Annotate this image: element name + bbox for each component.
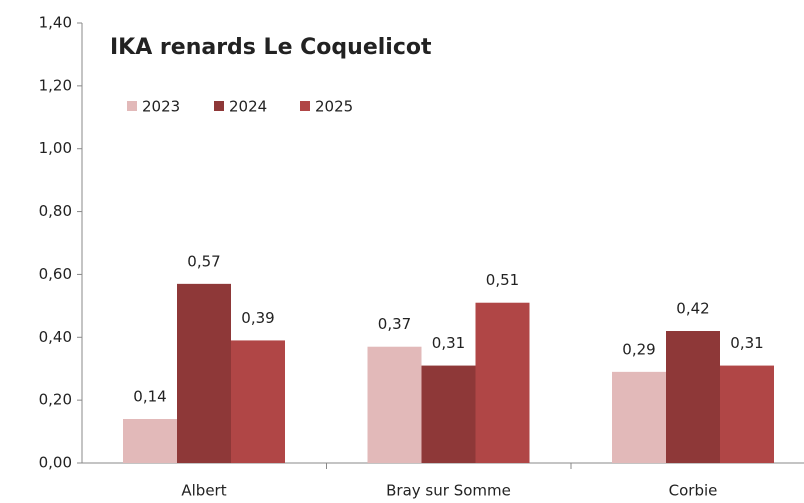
- y-tick-label: 0,60: [39, 265, 72, 283]
- legend-label: 2025: [315, 98, 353, 116]
- x-tick-label: Bray sur Somme: [386, 482, 511, 500]
- legend-swatch: [300, 101, 310, 111]
- x-tick-label: Corbie: [669, 482, 718, 500]
- data-label: 0,51: [486, 271, 519, 289]
- y-tick-label: 1,00: [39, 139, 72, 157]
- bar: [421, 365, 476, 463]
- data-label: 0,57: [187, 252, 220, 270]
- bar: [475, 302, 530, 463]
- data-label: 0,31: [730, 334, 763, 352]
- legend-swatch: [127, 101, 137, 111]
- x-tick-label: Albert: [181, 482, 226, 500]
- y-tick-label: 0,80: [39, 202, 72, 220]
- y-tick-label: 0,00: [39, 454, 72, 472]
- legend-label: 2024: [229, 98, 267, 116]
- data-label: 0,31: [432, 334, 465, 352]
- y-tick-label: 1,20: [39, 76, 72, 94]
- data-label: 0,42: [676, 300, 709, 318]
- bar: [231, 340, 285, 463]
- chart-title: IKA renards Le Coquelicot: [110, 35, 432, 60]
- y-tick-label: 1,40: [39, 14, 72, 32]
- legend-swatch: [214, 101, 224, 111]
- bar: [612, 371, 666, 463]
- bar: [720, 365, 774, 463]
- data-label: 0,29: [622, 340, 655, 358]
- legend-label: 2023: [142, 98, 180, 116]
- data-label: 0,14: [133, 388, 166, 406]
- bar: [367, 346, 422, 463]
- y-tick-label: 0,40: [39, 328, 72, 346]
- bar: [123, 419, 177, 463]
- data-label: 0,37: [378, 315, 411, 333]
- bar: [177, 283, 231, 463]
- bar: [666, 331, 720, 463]
- y-tick-label: 0,20: [39, 391, 72, 409]
- data-label: 0,39: [241, 309, 274, 327]
